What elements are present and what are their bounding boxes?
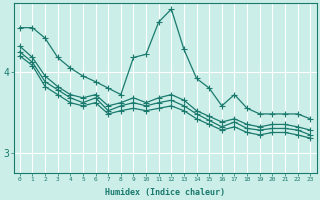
X-axis label: Humidex (Indice chaleur): Humidex (Indice chaleur) <box>105 188 225 197</box>
